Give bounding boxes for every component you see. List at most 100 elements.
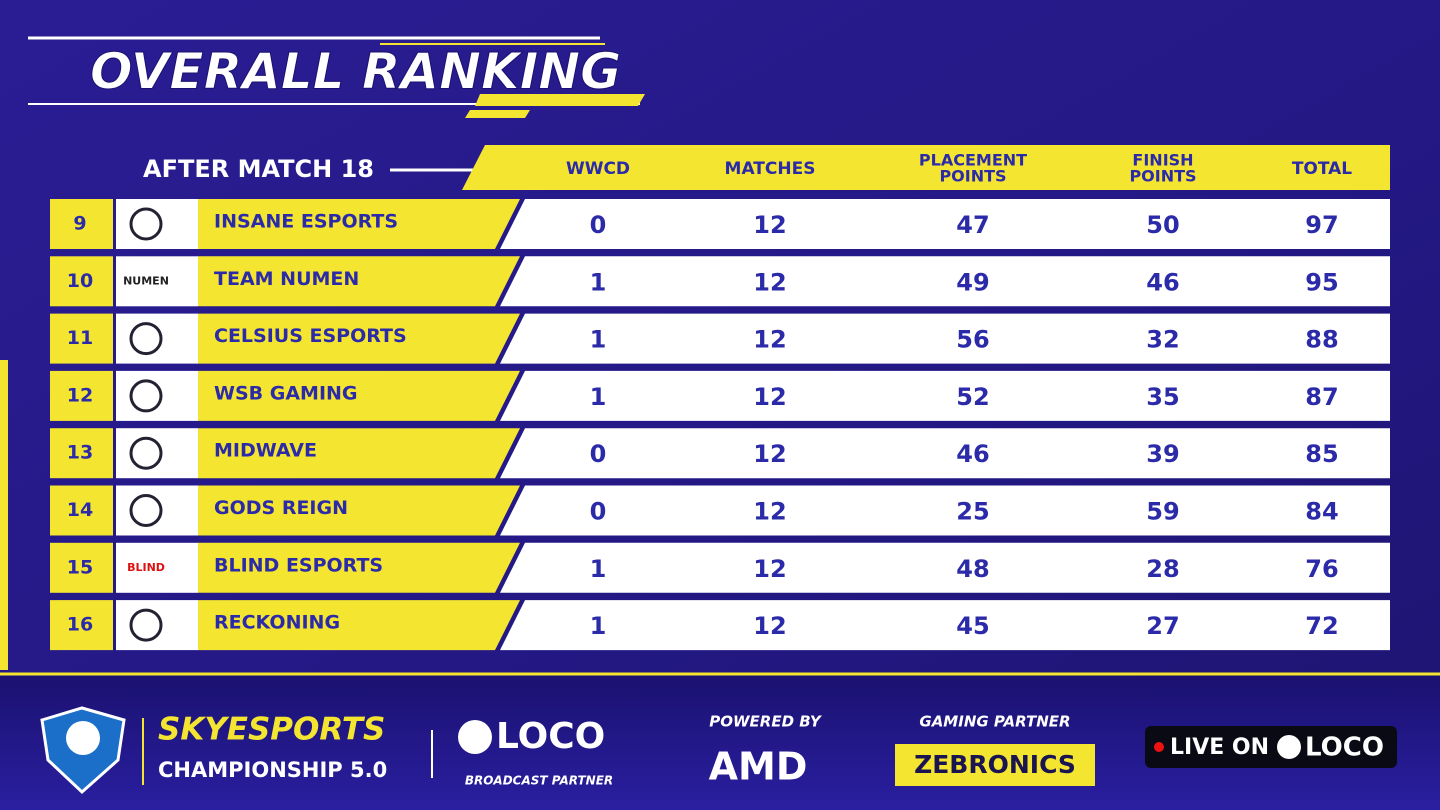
cell-value: 32 [1146, 326, 1179, 354]
data-cell [500, 370, 1390, 421]
team-logo [129, 379, 163, 413]
team-name: INSANE ESPORTS [214, 211, 398, 233]
cell-value: 1 [590, 383, 607, 411]
name-cell [198, 600, 520, 651]
cell-value: 59 [1146, 498, 1179, 526]
data-cell [500, 199, 1390, 249]
gaming-label: GAMING PARTNER [919, 713, 1070, 731]
cell-value: 0 [590, 440, 607, 468]
brand: SKYESPORTS [158, 712, 385, 748]
rank: 16 [67, 614, 93, 636]
cell-value: 0 [590, 211, 607, 239]
cell-value: 25 [956, 498, 989, 526]
live-dot [1154, 742, 1164, 752]
rank-cell [50, 428, 113, 479]
cell-value: 12 [753, 440, 786, 468]
cell-value: 1 [590, 326, 607, 354]
cell-value: 27 [1146, 612, 1179, 640]
cell-value: 85 [1305, 440, 1338, 468]
data-cell [500, 542, 1390, 593]
powered-label: POWERED BY [709, 713, 823, 731]
rank-cell [50, 256, 113, 307]
team-logo [129, 207, 163, 241]
zebronics-box [895, 744, 1095, 786]
broadcaster-role: BROADCAST PARTNER [465, 774, 613, 788]
team-name: GODS REIGN [214, 497, 348, 519]
team-logo [129, 436, 163, 470]
gaming-partner: ZEBRONICS [914, 750, 1076, 779]
name-cell [198, 256, 520, 307]
cell-value: 48 [956, 555, 989, 583]
logo-cell [116, 370, 198, 421]
data-cell [500, 428, 1390, 479]
cell-value: 45 [956, 612, 989, 640]
column-header: PLACEMENT [919, 151, 1027, 170]
side-stripe [0, 360, 8, 670]
cell-value: 49 [956, 268, 989, 296]
cell-value: 52 [956, 383, 989, 411]
cell-value: 47 [956, 211, 989, 239]
column-header: MATCHES [725, 159, 816, 179]
cell-value: 12 [753, 383, 786, 411]
cell-value: 46 [1146, 268, 1179, 296]
data-cell [500, 313, 1390, 364]
team-name: RECKONING [214, 612, 340, 634]
rank: 13 [67, 442, 93, 464]
cell-value: 12 [753, 211, 786, 239]
live-label: LIVE ON [1170, 735, 1269, 760]
rank: 12 [67, 384, 93, 406]
column-header: FINISH [1132, 151, 1193, 170]
loco-icon [458, 720, 492, 754]
rank-cell [50, 485, 113, 536]
team-name: TEAM NUMEN [214, 268, 359, 290]
cell-value: 72 [1305, 612, 1338, 640]
header-band [462, 145, 1390, 190]
cell-value: 76 [1305, 555, 1338, 583]
logo-cell [116, 199, 198, 249]
team-logo [129, 322, 163, 356]
cell-value: 87 [1305, 383, 1338, 411]
logo-cell [116, 256, 198, 307]
rank: 9 [73, 213, 86, 235]
deco-stripe [475, 94, 645, 106]
team-logo: BLIND [127, 561, 165, 574]
cell-value: 1 [590, 555, 607, 583]
data-cell [500, 600, 1390, 651]
logo-cell [116, 542, 198, 593]
rank-cell [50, 313, 113, 364]
skull-icon [66, 721, 100, 755]
rank-cell [50, 199, 113, 249]
rank: 10 [67, 270, 93, 292]
column-header: POINTS [939, 167, 1006, 186]
name-cell [198, 542, 520, 593]
data-cell [500, 256, 1390, 307]
cell-value: 35 [1146, 383, 1179, 411]
name-cell [198, 428, 520, 479]
event: CHAMPIONSHIP 5.0 [158, 758, 387, 782]
column-header: WWCD [566, 159, 630, 179]
team-name: WSB GAMING [214, 382, 358, 404]
cell-value: 1 [590, 612, 607, 640]
name-cell [198, 370, 520, 421]
column-header: POINTS [1129, 167, 1196, 186]
rank-cell [50, 370, 113, 421]
data-cell [500, 485, 1390, 536]
column-header: TOTAL [1292, 159, 1352, 179]
cell-value: 88 [1305, 326, 1338, 354]
name-cell [198, 485, 520, 536]
logo-cell [116, 600, 198, 651]
live-brand: LOCO [1305, 733, 1384, 763]
cell-value: 84 [1305, 498, 1338, 526]
name-cell [198, 313, 520, 364]
cell-value: 97 [1305, 211, 1338, 239]
cell-value: 12 [753, 555, 786, 583]
subtitle: AFTER MATCH 18 [143, 155, 374, 183]
cell-value: 1 [590, 268, 607, 296]
cell-value: 12 [753, 268, 786, 296]
team-logo: NUMEN [123, 274, 169, 287]
cell-value: 28 [1146, 555, 1179, 583]
cell-value: 46 [956, 440, 989, 468]
cell-value: 12 [753, 498, 786, 526]
rank-cell [50, 600, 113, 651]
rank: 11 [67, 327, 93, 349]
